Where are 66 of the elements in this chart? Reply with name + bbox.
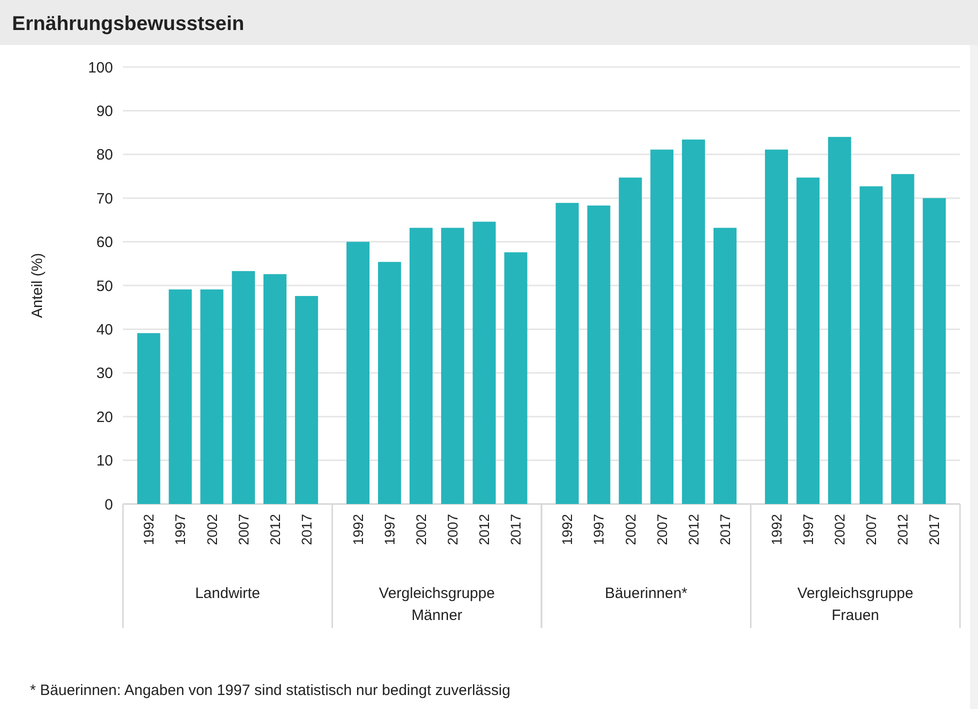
bar: [682, 140, 705, 504]
bar: [764, 150, 788, 504]
bar: [263, 274, 286, 504]
x-tick-label: 1992: [140, 514, 157, 546]
y-tick-label: 20: [96, 408, 113, 426]
bar: [378, 262, 402, 504]
x-tick-label: 1997: [172, 514, 188, 546]
x-tick-label: 2012: [894, 514, 911, 546]
y-tick-label: 100: [88, 59, 113, 76]
x-tick-label: 1992: [768, 514, 784, 546]
bar: [295, 296, 318, 504]
x-tick-label: 2002: [412, 514, 429, 546]
x-tick-label: 2007: [863, 514, 880, 546]
x-tick-label: 1992: [350, 514, 366, 546]
bar: [650, 150, 674, 504]
y-tick-label: 30: [96, 365, 113, 382]
x-tick-label: 2007: [235, 514, 252, 546]
y-tick-label: 90: [96, 102, 113, 120]
x-tick-label: 2017: [298, 514, 314, 546]
text: * Bäuerinnen: Angaben von 1997 sind statistisch nur bedingt zuverlässig: [30, 682, 510, 699]
bar: [556, 202, 579, 504]
x-tick-label: 1992: [559, 514, 576, 546]
x-tick-label: 2012: [476, 514, 492, 546]
bar: [796, 178, 820, 504]
y-tick-label: 0: [104, 496, 113, 514]
bar: [922, 198, 946, 504]
bar: [504, 252, 528, 504]
x-tick-label: 2002: [204, 514, 220, 546]
y-tick-label: 10: [96, 452, 113, 470]
x-tick-label: 1997: [381, 514, 398, 546]
y-tick-label: 80: [96, 146, 113, 164]
chart-title: Ernährungsbewusstsein: [12, 13, 244, 35]
x-tick-label: 2012: [266, 514, 283, 546]
x-tick-label: 2017: [716, 514, 733, 546]
bar: [714, 228, 737, 504]
y-tick-label: 70: [96, 190, 113, 208]
y-axis-title: Anteil (%): [29, 252, 46, 318]
bar: [346, 242, 370, 504]
x-axis-title: Bäuerinnen*: [604, 585, 688, 602]
bar: [860, 186, 883, 504]
x-tick-label: 2007: [444, 514, 461, 546]
bar: [200, 289, 224, 504]
x-tick-label: 2002: [831, 514, 848, 546]
x-axis-title: Vergleichsgruppe Frauen: [797, 585, 914, 624]
x-tick-label: 1997: [800, 514, 816, 546]
y-tick-label: 60: [96, 234, 113, 252]
bar: [472, 222, 496, 504]
x-tick-label: 2007: [654, 514, 670, 546]
bar: [891, 174, 914, 504]
y-tick-label: 50: [96, 278, 113, 295]
x-axis-title: Landwirte: [195, 585, 260, 602]
y-tick-label: 40: [96, 321, 113, 338]
bar: [410, 228, 433, 504]
x-tick-label: 2002: [622, 514, 638, 546]
x-tick-label: 1997: [590, 514, 607, 546]
x-tick-label: 2012: [685, 514, 702, 546]
bar: [232, 271, 255, 504]
bar: [168, 289, 192, 504]
x-tick-label: 2017: [926, 514, 942, 546]
bar: [587, 206, 610, 504]
bar: [828, 136, 852, 504]
bar: [441, 228, 464, 504]
x-axis-title: Vergleichsgruppe Männer: [378, 585, 495, 624]
bar: [618, 178, 642, 504]
x-tick-label: 2017: [508, 514, 524, 546]
bar: [137, 333, 160, 504]
